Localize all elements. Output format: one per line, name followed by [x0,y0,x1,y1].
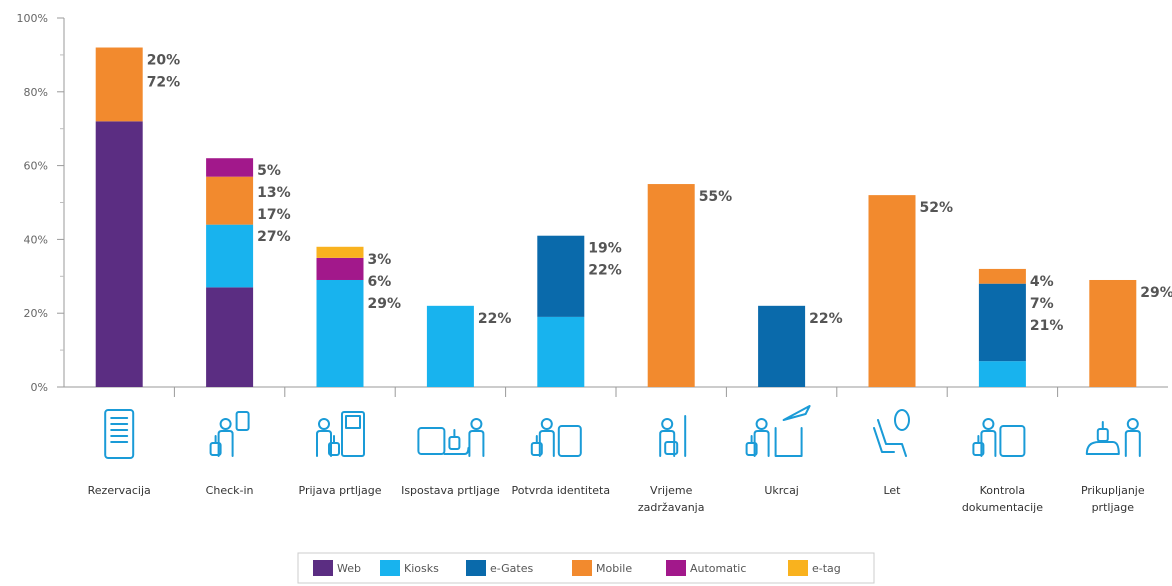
bar-segment-mobile [95,47,143,122]
y-tick-label: 80% [24,86,48,99]
x-category-label: Let [883,484,901,497]
legend-swatch [788,560,808,576]
data-label: 29% [368,296,402,312]
x-category-label: Potvrda identiteta [511,484,610,497]
legend-label: Automatic [690,562,746,575]
passenger-checkin-icon [209,411,250,457]
data-label: 52% [920,200,954,216]
bar-segment-mobile [647,184,695,387]
legend: Web Kiosks e-Gates Mobile Automatic e-tag [297,552,875,584]
bar-segment-web [206,287,254,387]
x-category-label: Check-in [206,484,254,497]
x-category-label: prtljage [1092,501,1135,514]
x-category-label: Vrijeme [650,484,693,497]
y-tick-label: 60% [24,160,48,173]
x-category-label: zadržavanja [638,501,705,514]
data-label: 13% [257,185,291,201]
bar-segment-kiosks [978,361,1026,387]
x-category-label: dokumentacije [962,501,1043,514]
legend-swatch [666,560,686,576]
document-control-icon [972,418,1026,457]
legend-label: Web [337,562,361,575]
bar-segment-e-gates [978,283,1026,362]
data-label: 20% [147,53,181,69]
bar-segment-e-gates [537,235,585,317]
baggage-handover-icon [417,418,485,457]
y-tick-label: 40% [24,233,48,246]
data-label: 72% [147,75,181,91]
y-tick-label: 0% [31,381,48,394]
bar-segment-web [95,121,143,387]
data-label: 22% [478,311,512,327]
bar-segment-kiosks [206,224,254,288]
legend-swatch [572,560,592,576]
bar-segment-kiosks [537,316,585,387]
data-label: 7% [1030,296,1054,312]
legend-label: e-Gates [490,562,533,575]
bar-segment-kiosks [316,279,364,387]
data-label: 19% [588,241,622,257]
y-tick-label: 100% [17,12,48,25]
x-category-label: Kontrola [980,484,1026,497]
x-category-label: Prijava prtljage [299,484,382,497]
y-tick-label: 20% [24,307,48,320]
legend-label: e-tag [812,562,841,575]
bar-segment-mobile [978,268,1026,284]
legend-swatch [466,560,486,576]
x-category-label: Rezervacija [88,484,151,497]
data-label: 27% [257,229,291,245]
data-label: 3% [368,252,392,268]
bar-segment-automatic [316,257,364,280]
data-label: 4% [1030,274,1054,290]
bar-segment-mobile [206,176,254,225]
x-category-label: Ukrcaj [764,484,799,497]
legend-swatch [380,560,400,576]
data-label: 5% [257,163,281,179]
bar-segment-mobile [1089,279,1137,387]
bar-segment-mobile [868,195,916,387]
baggage-drop-icon [316,411,365,457]
data-label: 22% [809,311,843,327]
data-label: 17% [257,207,291,223]
data-label: 6% [368,274,392,290]
boarding-icon [745,405,811,457]
legend-label: Kiosks [404,562,439,575]
data-label: 22% [588,263,622,279]
data-label: 55% [699,189,733,205]
data-label: 21% [1030,318,1064,334]
seat-icon [873,409,910,457]
data-label: 29% [1140,285,1172,301]
x-category-label: Ispostava prtljage [401,484,500,497]
tablet-icon [104,409,135,459]
bar-segment-e-tag [316,246,364,258]
identity-check-icon [530,418,582,457]
baggage-claim-icon [1085,418,1141,457]
legend-label: Mobile [596,562,632,575]
x-category-label: Prikupljanje [1081,484,1145,497]
legend-swatch [313,560,333,576]
bar-segment-kiosks [426,305,474,387]
waiting-icon [659,415,687,457]
bar-segment-e-gates [758,305,806,387]
bar-segment-automatic [206,158,254,177]
